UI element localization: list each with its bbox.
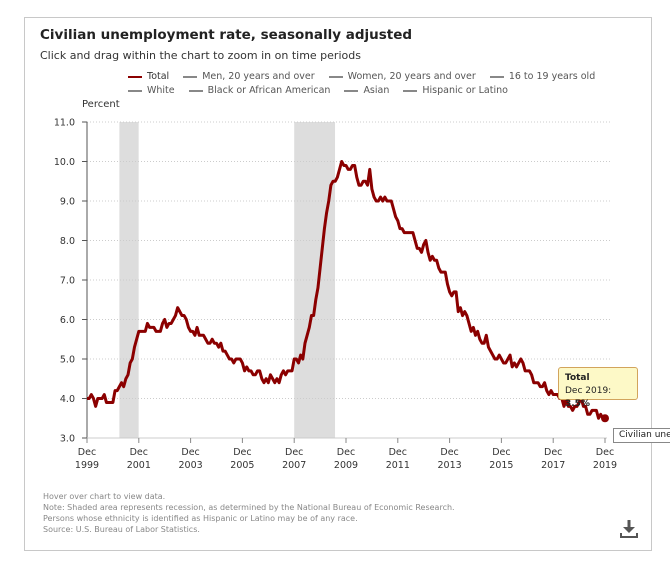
chart-subtitle: Click and drag within the chart to zoom …: [40, 49, 361, 62]
x-tick-label-year: 2003: [179, 460, 203, 471]
y-axis-label: Percent: [82, 99, 120, 110]
x-tick-label-year: 2011: [386, 460, 410, 471]
legend-item-men[interactable]: Men, 20 years and over: [183, 71, 315, 82]
x-tick-label-year: 1999: [75, 460, 99, 471]
chart-title: Civilian unemployment rate, seasonally a…: [40, 27, 413, 43]
legend-label: White: [147, 85, 175, 96]
legend-label: Hispanic or Latino: [422, 85, 508, 96]
chart-footer: Hover over chart to view data. Note: Sha…: [43, 491, 455, 535]
legend-label: Total: [147, 71, 170, 82]
y-tick-label: 9.0: [60, 197, 75, 208]
legend-label: Black or African American: [207, 85, 331, 96]
footer-ethnicity-note: Persons whose ethnicity is identified as…: [43, 514, 358, 523]
x-tick-label-month: Dec: [78, 447, 96, 458]
x-tick-label-year: 2013: [438, 460, 462, 471]
x-tick-label-month: Dec: [544, 447, 562, 458]
legend-swatch: [128, 89, 142, 92]
recession-band: [294, 122, 336, 438]
legend-label: Asian: [363, 85, 390, 96]
legend-swatch: [183, 75, 198, 78]
y-tick-label: 11.0: [54, 118, 75, 129]
x-tick-label-year: 2019: [593, 460, 617, 471]
y-tick-label: 6.0: [60, 315, 75, 326]
download-icon[interactable]: [620, 519, 638, 539]
legend-swatch: [344, 89, 359, 92]
legend-row-2: White Black or African American Asian Hi…: [128, 85, 508, 96]
x-tick-label-month: Dec: [285, 447, 303, 458]
tooltip: Total Dec 2019: 3.5%: [558, 367, 638, 409]
legend-item-white[interactable]: White: [128, 85, 175, 96]
y-tick-label: 8.0: [60, 236, 75, 247]
chart-container: [24, 17, 652, 551]
legend-label: Men, 20 years and over: [202, 71, 315, 82]
y-tick-label: 7.0: [60, 276, 75, 287]
legend-item-teens[interactable]: 16 to 19 years old: [489, 71, 596, 82]
legend-swatch: [128, 75, 142, 78]
legend-item-women[interactable]: Women, 20 years and over: [328, 71, 476, 82]
legend-item-black[interactable]: Black or African American: [188, 85, 331, 96]
x-tick-label-month: Dec: [440, 447, 458, 458]
footer-source: Source: U.S. Bureau of Labor Statistics.: [43, 525, 200, 534]
x-tick-label-year: 2015: [489, 460, 513, 471]
legend-row-1: Total Men, 20 years and over Women, 20 y…: [128, 71, 595, 82]
y-tick-label: 3.0: [60, 434, 75, 445]
legend-swatch: [188, 89, 203, 92]
tooltip-value: 3.5%: [565, 399, 590, 409]
x-tick-label-year: 2001: [127, 460, 151, 471]
series-line-total: [87, 160, 605, 420]
hover-title-tooltip: Civilian unem: [613, 428, 670, 443]
x-tick-label-month: Dec: [233, 447, 251, 458]
x-tick-label-month: Dec: [389, 447, 407, 458]
x-tick-label-year: 2005: [230, 460, 254, 471]
footer-hover-note: Hover over chart to view data.: [43, 492, 166, 501]
y-tick-label: 10.0: [54, 157, 75, 168]
y-tick-label: 5.0: [60, 355, 75, 366]
x-tick-label-month: Dec: [181, 447, 199, 458]
legend-swatch: [328, 75, 343, 78]
y-tick-label: 4.0: [60, 394, 75, 405]
tooltip-series: Total: [565, 373, 590, 383]
x-tick-label-year: 2009: [334, 460, 358, 471]
x-tick-label-month: Dec: [596, 447, 614, 458]
legend-swatch: [489, 75, 504, 78]
legend-item-hispanic[interactable]: Hispanic or Latino: [403, 85, 508, 96]
hover-point: [601, 414, 609, 423]
legend-label: 16 to 19 years old: [508, 71, 596, 82]
x-tick-label-year: 2017: [541, 460, 565, 471]
x-tick-label-month: Dec: [130, 447, 148, 458]
x-tick-label-month: Dec: [492, 447, 510, 458]
legend-label: Women, 20 years and over: [347, 71, 476, 82]
legend-swatch: [403, 89, 418, 92]
x-tick-label-year: 2007: [282, 460, 306, 471]
legend-item-asian[interactable]: Asian: [344, 85, 389, 96]
x-tick-label-month: Dec: [337, 447, 355, 458]
footer-recession-note: Note: Shaded area represents recession, …: [43, 503, 455, 512]
legend-item-total[interactable]: Total: [128, 71, 169, 82]
tooltip-date: Dec 2019:: [565, 386, 612, 396]
